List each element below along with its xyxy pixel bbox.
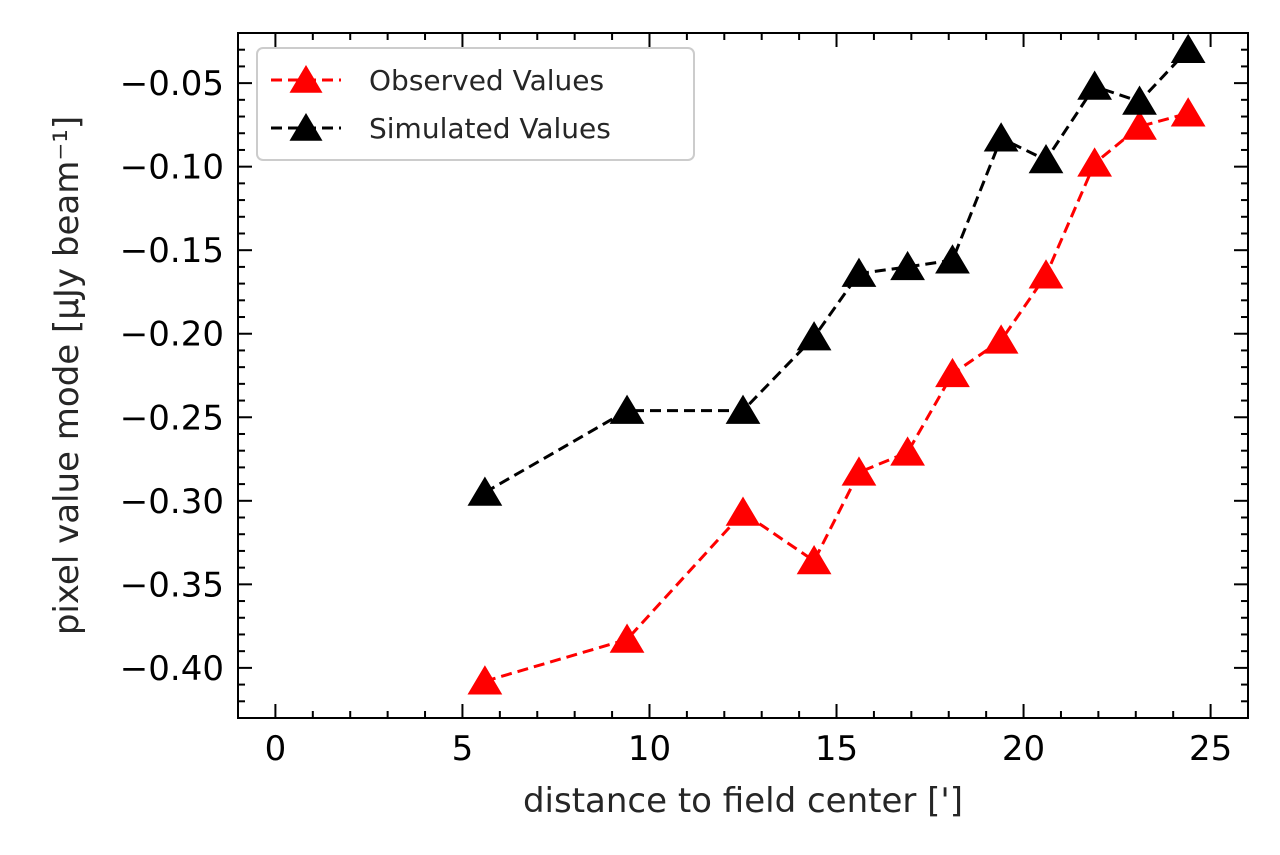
legend-marker (289, 113, 323, 141)
data-point-marker (935, 244, 970, 274)
data-point-marker (467, 665, 503, 695)
series-line (484, 111, 1189, 683)
x-axis-label: distance to field center ['] (523, 781, 963, 821)
data-point-marker (609, 623, 645, 653)
series-layer (467, 33, 1206, 695)
x-tick-label: 0 (265, 729, 287, 769)
data-point-marker (841, 456, 877, 486)
x-tick-label: 25 (1189, 729, 1232, 769)
series-line (484, 48, 1190, 494)
plot-frame (237, 32, 1249, 719)
data-point-marker (1028, 259, 1064, 289)
data-point-marker (1122, 85, 1157, 115)
data-point-marker (1028, 143, 1064, 174)
x-tick-label: 15 (815, 729, 858, 769)
legend-entry: Simulated Values (271, 112, 611, 145)
data-point-marker (1077, 147, 1113, 177)
data-point-marker (725, 496, 761, 526)
data-point-marker (1170, 33, 1206, 63)
x-tick-label: 5 (452, 729, 474, 769)
data-point-marker (935, 357, 970, 388)
y-tick-label: −0.20 (120, 315, 224, 355)
series-simulated-values (467, 33, 1206, 506)
y-tick-label: −0.25 (120, 398, 224, 438)
ticks: 0 5 10 15 20 25 −0.40 −0.35 −0.30 −0.25 −0.20 −0.15… (120, 32, 1249, 769)
y-tick-label: −0.05 (120, 64, 224, 104)
legend-label: Observed Values (369, 64, 604, 97)
legend: Observed Values Simulated Values (256, 47, 695, 161)
data-point-marker (796, 544, 832, 575)
legend-box (256, 47, 695, 161)
data-point-marker (796, 321, 832, 351)
y-tick-label: −0.40 (120, 649, 224, 689)
x-tick-label: 20 (1002, 729, 1045, 769)
data-point-marker (890, 436, 925, 466)
y-tick-label: −0.15 (120, 231, 224, 271)
data-point-marker (1170, 97, 1206, 127)
data-point-marker (467, 476, 503, 506)
y-tick-label: −0.10 (120, 148, 224, 188)
data-point-marker (1122, 110, 1157, 140)
y-axis-label: pixel value mode [μJy beam⁻¹] (47, 116, 87, 635)
y-tick-label: −0.30 (120, 482, 224, 522)
data-point-marker (1077, 70, 1113, 100)
series-observed-values (467, 97, 1206, 695)
legend-label: Simulated Values (369, 112, 611, 145)
data-point-marker (841, 257, 877, 287)
data-point-marker (609, 394, 645, 424)
data-point-marker (983, 324, 1019, 354)
data-point-marker (890, 250, 925, 281)
x-tick-label: 10 (628, 729, 671, 769)
y-tick-label: −0.35 (120, 565, 224, 605)
data-point-marker (983, 122, 1019, 152)
data-point-marker (725, 394, 761, 424)
legend-entry: Observed Values (271, 64, 604, 97)
legend-marker (289, 65, 323, 93)
